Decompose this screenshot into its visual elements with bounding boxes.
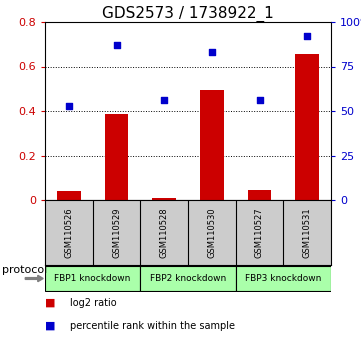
Bar [140,266,236,291]
Text: GSM110528: GSM110528 [160,207,169,258]
Point [114,42,119,48]
Text: protocol: protocol [2,265,47,275]
Text: FBP2 knockdown: FBP2 knockdown [150,274,226,283]
Text: GSM110531: GSM110531 [303,207,312,258]
Text: FBP1 knockdown: FBP1 knockdown [55,274,131,283]
Text: GSM110529: GSM110529 [112,207,121,258]
Bar [236,266,331,291]
Title: GDS2573 / 1738922_1: GDS2573 / 1738922_1 [102,6,274,22]
Text: log2 ratio: log2 ratio [70,298,117,308]
Point [257,97,262,103]
Bar [105,114,129,200]
Bar [152,198,176,200]
Bar [248,190,271,200]
Bar [57,191,81,200]
Point [161,97,167,103]
Text: ■: ■ [45,321,56,331]
Text: percentile rank within the sample: percentile rank within the sample [70,321,235,331]
Text: GSM110527: GSM110527 [255,207,264,258]
Point [209,50,215,55]
Bar [295,54,319,200]
Bar [200,90,224,200]
Bar [45,266,140,291]
Text: GSM110530: GSM110530 [207,207,216,258]
Text: GSM110526: GSM110526 [64,207,73,258]
Text: ■: ■ [45,298,56,308]
Text: FBP3 knockdown: FBP3 knockdown [245,274,322,283]
Point [304,33,310,39]
Point [66,103,72,108]
